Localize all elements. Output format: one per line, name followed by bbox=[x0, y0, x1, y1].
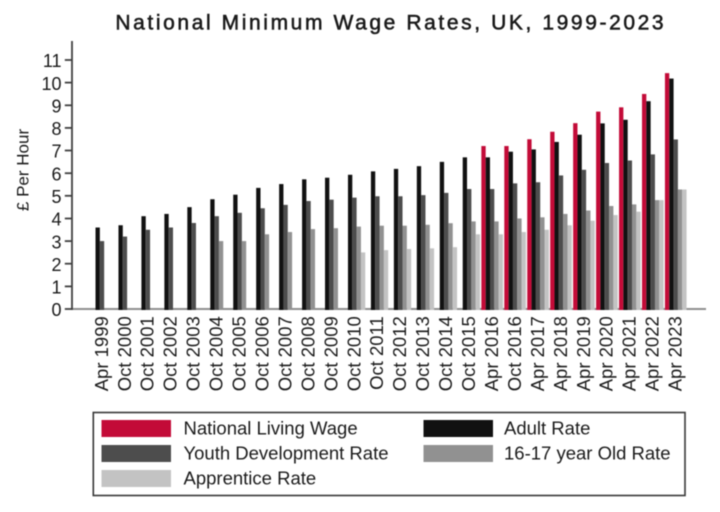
svg-text:Oct 2003: Oct 2003 bbox=[183, 316, 204, 391]
svg-text:6: 6 bbox=[51, 164, 61, 184]
svg-text:1: 1 bbox=[51, 278, 61, 298]
svg-text:£ Per Hour: £ Per Hour bbox=[14, 129, 33, 212]
svg-text:Oct 2016: Oct 2016 bbox=[504, 316, 525, 391]
svg-text:Oct 2001: Oct 2001 bbox=[137, 316, 158, 391]
svg-text:Adult Rate: Adult Rate bbox=[504, 418, 590, 439]
svg-text:Oct 2013: Oct 2013 bbox=[412, 316, 433, 391]
svg-text:Oct 2006: Oct 2006 bbox=[251, 316, 272, 391]
svg-text:16-17 year Old Rate: 16-17 year Old Rate bbox=[504, 443, 671, 464]
svg-text:9: 9 bbox=[51, 97, 61, 117]
svg-text:Oct 2015: Oct 2015 bbox=[458, 316, 479, 391]
svg-text:Apr 2019: Apr 2019 bbox=[573, 316, 594, 391]
svg-text:Oct 2011: Oct 2011 bbox=[366, 316, 387, 390]
svg-text:Oct 2014: Oct 2014 bbox=[435, 316, 456, 391]
svg-text:Apr 1999: Apr 1999 bbox=[91, 316, 112, 391]
svg-text:Apr 2016: Apr 2016 bbox=[481, 316, 502, 391]
svg-text:11: 11 bbox=[43, 51, 62, 71]
svg-text:National Minimum Wage Rates, U: National Minimum Wage Rates, UK, 1999-20… bbox=[115, 12, 666, 35]
svg-text:Oct 2000: Oct 2000 bbox=[114, 316, 135, 391]
svg-text:Oct 2007: Oct 2007 bbox=[274, 316, 295, 391]
svg-text:Oct 2005: Oct 2005 bbox=[229, 316, 250, 391]
svg-text:Oct 2010: Oct 2010 bbox=[343, 316, 364, 391]
svg-text:Youth Development Rate: Youth Development Rate bbox=[184, 443, 389, 464]
svg-text:4: 4 bbox=[51, 210, 61, 230]
svg-text:Apr 2021: Apr 2021 bbox=[619, 316, 640, 391]
svg-text:Apr 2020: Apr 2020 bbox=[596, 316, 617, 391]
svg-text:Apr 2023: Apr 2023 bbox=[665, 316, 686, 391]
svg-text:Apr 2022: Apr 2022 bbox=[642, 316, 663, 391]
svg-text:8: 8 bbox=[51, 119, 61, 139]
svg-text:2: 2 bbox=[51, 255, 61, 275]
svg-text:Oct 2008: Oct 2008 bbox=[297, 316, 318, 391]
svg-text:Apprentice Rate: Apprentice Rate bbox=[184, 468, 317, 489]
svg-text:Oct 2004: Oct 2004 bbox=[206, 316, 227, 391]
svg-text:7: 7 bbox=[51, 142, 61, 162]
svg-text:Oct 2009: Oct 2009 bbox=[320, 316, 341, 391]
svg-text:Oct 2002: Oct 2002 bbox=[160, 316, 181, 391]
svg-text:Oct 2012: Oct 2012 bbox=[389, 316, 410, 391]
svg-text:5: 5 bbox=[51, 187, 61, 207]
svg-text:3: 3 bbox=[51, 232, 61, 252]
svg-text:Apr 2017: Apr 2017 bbox=[527, 316, 548, 391]
svg-text:0: 0 bbox=[51, 300, 61, 320]
svg-text:10: 10 bbox=[41, 74, 61, 94]
svg-text:Apr 2018: Apr 2018 bbox=[550, 316, 571, 391]
svg-text:National Living Wage: National Living Wage bbox=[184, 418, 358, 439]
